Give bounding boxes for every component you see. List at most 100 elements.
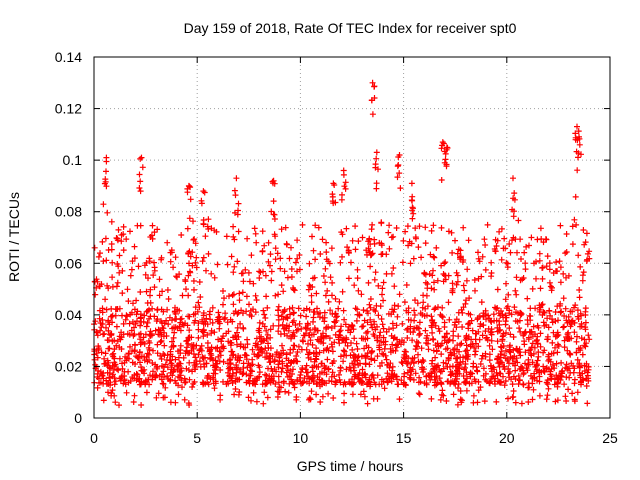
data-point (166, 314, 173, 321)
y-tick-label: 0.12 (55, 101, 82, 117)
data-point (199, 258, 206, 265)
data-point (472, 336, 479, 343)
data-point (541, 347, 548, 354)
data-point (103, 168, 109, 175)
data-point (186, 268, 193, 275)
data-point (470, 392, 477, 399)
data-point (243, 356, 250, 363)
data-point (137, 222, 144, 229)
data-point (567, 323, 574, 330)
data-point (209, 319, 216, 326)
data-point (516, 377, 523, 384)
data-point (283, 369, 290, 376)
data-point (132, 361, 139, 367)
data-point (386, 245, 393, 252)
data-point (510, 393, 517, 400)
data-point (326, 335, 333, 342)
data-point (359, 234, 366, 241)
data-point (297, 312, 304, 319)
data-point (420, 358, 427, 365)
data-point (477, 323, 484, 330)
data-point (386, 222, 393, 229)
data-point (267, 262, 273, 269)
data-point (345, 249, 352, 255)
data-point (373, 180, 380, 187)
data-point (308, 331, 315, 338)
data-point (510, 175, 516, 182)
data-point (462, 337, 469, 343)
data-point (583, 340, 590, 347)
data-point (259, 248, 266, 255)
data-point (137, 336, 144, 343)
data-point (501, 382, 508, 389)
data-point (340, 381, 347, 388)
data-point (424, 281, 431, 287)
data-point (274, 349, 280, 356)
data-point (495, 378, 502, 385)
data-point (265, 258, 272, 265)
data-point (482, 266, 489, 273)
data-point (123, 236, 130, 243)
data-point (98, 324, 105, 331)
data-point (192, 240, 199, 247)
data-point (412, 370, 419, 377)
data-point (184, 322, 191, 329)
data-point (442, 272, 449, 279)
data-point (312, 326, 319, 333)
data-point (229, 348, 236, 355)
data-point (394, 313, 401, 320)
data-point (233, 175, 240, 182)
y-tick-label: 0.14 (55, 49, 82, 65)
data-point (237, 368, 244, 375)
data-point (235, 207, 241, 214)
data-point (332, 331, 339, 338)
data-point (309, 233, 315, 240)
data-point (229, 318, 236, 325)
data-point (431, 286, 438, 293)
data-point (503, 329, 509, 336)
data-point (357, 391, 364, 398)
data-point (236, 376, 243, 383)
data-point (262, 315, 269, 321)
data-point (294, 349, 301, 355)
data-point (141, 370, 148, 377)
data-point (481, 236, 488, 243)
data-point (574, 333, 580, 340)
data-point (307, 337, 314, 344)
data-point (133, 297, 140, 304)
data-point (430, 366, 436, 373)
data-point (396, 170, 403, 177)
data-point (154, 226, 161, 233)
data-point (560, 324, 567, 331)
data-point (347, 329, 354, 336)
data-point (279, 321, 286, 328)
data-point (204, 344, 211, 351)
data-point (345, 323, 352, 330)
data-point (364, 319, 371, 326)
data-point (469, 327, 476, 334)
data-point (240, 370, 247, 377)
data-point (286, 323, 293, 330)
data-point (176, 360, 183, 367)
data-point (484, 221, 491, 228)
data-point (136, 378, 143, 385)
data-point (442, 156, 449, 163)
data-point (546, 308, 553, 314)
data-point (212, 357, 219, 364)
data-point (438, 224, 445, 231)
data-point (151, 284, 158, 291)
data-point (580, 227, 587, 233)
data-point (374, 353, 381, 360)
data-point (131, 243, 138, 250)
data-point (509, 381, 516, 388)
data-point (561, 344, 568, 351)
data-point (275, 322, 282, 329)
data-point (288, 274, 295, 280)
data-point (582, 343, 589, 350)
data-point (527, 350, 534, 357)
data-point (355, 287, 362, 294)
data-point (416, 223, 423, 230)
data-point (377, 363, 383, 369)
data-point (524, 295, 531, 302)
data-point (245, 394, 252, 401)
